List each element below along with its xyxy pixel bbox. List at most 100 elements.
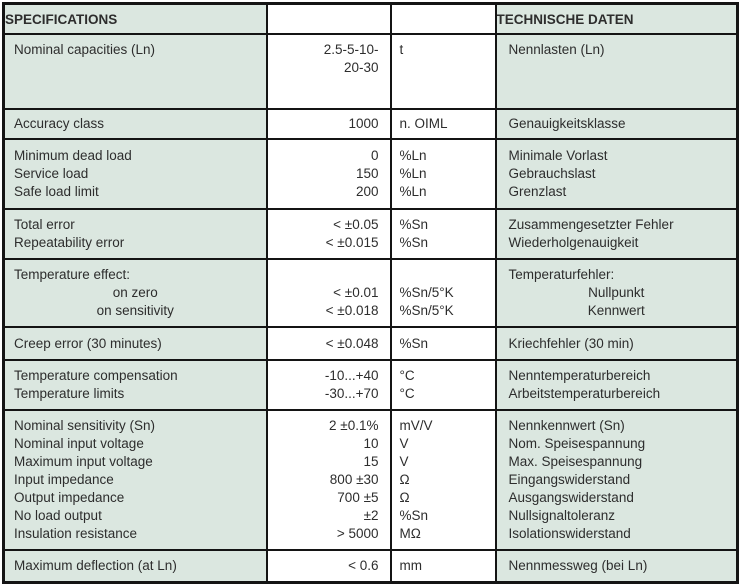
spec-label-cell-line: Maximum deflection (at Ln)	[14, 558, 177, 573]
unit-cell-line: %Ln	[399, 184, 427, 199]
spec-label-cell-line: Temperature limits	[14, 386, 125, 401]
spec-label-cell: Temperature effect: on zero on sensitivity	[2, 258, 268, 328]
value-cell: < ±0.01 < ±0.018	[265, 258, 392, 328]
spec-label-cell-line	[6, 59, 265, 77]
german-label-cell: Nennlasten (Ln)	[494, 33, 739, 110]
value-cell-line: < ±0.015	[325, 235, 379, 250]
value-cell-line: < ±0.05	[333, 217, 379, 232]
spec-label-cell-line: Creep error (30 minutes)	[14, 335, 162, 351]
value-cell: -10...+40 -30...+70	[265, 359, 392, 411]
spec-label-cell-line: No load output	[14, 508, 102, 523]
unit-cell-line: %Ln	[399, 166, 427, 181]
header-specifications: SPECIFICATIONS	[2, 2, 268, 35]
value-cell-line: ±2	[363, 508, 379, 523]
unit-cell-line: %Sn	[399, 235, 429, 250]
german-label-cell-line: Zusammengesetzter Fehler	[508, 217, 674, 232]
spec-label-cell-line: Nominal input voltage	[14, 436, 144, 451]
value-cell-line: 800 ±30	[329, 472, 379, 487]
spec-label-cell-line: Input impedance	[14, 472, 114, 487]
unit-cell-line: %Sn/5°K	[399, 303, 454, 318]
unit-cell-line: %Sn	[399, 217, 429, 232]
german-label-cell-line: Nenntemperaturbereich	[508, 368, 651, 383]
unit-cell-line: %Sn	[399, 508, 429, 523]
value-cell-line: 200	[355, 184, 379, 199]
spec-label-cell-line: Temperature compensation	[14, 368, 178, 383]
unit-cell-line: %Sn	[399, 335, 429, 351]
spec-row-4: Temperature effect: on zero on sensitivity…	[2, 258, 739, 328]
unit-cell: %Ln %Ln %Ln	[389, 138, 497, 210]
unit-cell-line: °C	[399, 368, 415, 383]
value-cell-line: 700 ±5	[337, 490, 379, 505]
value-cell-line: > 5000	[336, 526, 379, 541]
unit-cell-line: %Sn/5°K	[399, 285, 454, 300]
unit-cell-line: Ω	[399, 472, 410, 487]
unit-cell-line: V	[399, 454, 409, 469]
german-label-cell-line: Arbeitstemperaturbereich	[508, 386, 661, 401]
unit-cell-line: t	[399, 42, 404, 57]
german-label-cell-line: Gebrauchslast	[508, 166, 596, 181]
value-cell-line: < ±0.018	[325, 303, 379, 318]
unit-cell-line: MΩ	[399, 526, 421, 541]
value-cell: 2 ±0.1% 10 15 800 ±30 700 ±5 ±2 > 5000	[265, 409, 392, 551]
unit-cell-line: V	[399, 436, 409, 451]
value-cell: < ±0.05 < ±0.015	[265, 208, 392, 260]
unit-cell: %Sn %Sn	[389, 208, 497, 260]
spec-label-cell-line: Total error	[14, 217, 75, 232]
value-cell-line: 10	[363, 436, 379, 451]
value-cell-line: 150	[355, 166, 379, 181]
german-label-cell-line: Nullsignaltoleranz	[508, 508, 616, 523]
spec-label-cell: Temperature compensation Temperature limi…	[2, 359, 268, 411]
german-label-cell: Temperaturfehler: Nullpunkt Kennwert	[494, 258, 739, 328]
value-cell-line: 15	[363, 454, 379, 469]
unit-cell: mm	[389, 549, 497, 584]
value-cell: 2.5-5-10- 20-30	[265, 33, 392, 110]
spec-row-1: Accuracy class 1000 n. OIML Genauigkeitskla…	[2, 108, 739, 140]
value-cell-line: < ±0.01	[333, 285, 379, 300]
german-label-cell-line: Nennlasten (Ln)	[508, 42, 605, 57]
german-label-cell-line: Isolationswiderstand	[508, 526, 631, 541]
unit-cell: t	[389, 33, 497, 110]
unit-cell-line: °C	[399, 386, 415, 401]
unit-cell-line	[393, 59, 494, 77]
value-cell-line: -10...+40	[324, 368, 379, 383]
spec-label-cell: Nominal capacities (Ln)	[2, 33, 268, 110]
german-label-cell: Nenntemperaturbereich Arbeitstemperaturbe…	[494, 359, 739, 411]
german-label-cell: Nennkennwert (Sn) Nom. Speisespannung Max.…	[494, 409, 739, 551]
spec-label-cell-line: on zero	[112, 285, 158, 300]
unit-cell: %Sn/5°K %Sn/5°K	[389, 258, 497, 328]
value-cell-line: < ±0.048	[325, 335, 379, 351]
german-label-cell-line: Kriechfehler (30 min)	[508, 335, 634, 351]
unit-cell: n. OIML	[389, 108, 497, 140]
value-cell-line	[269, 266, 389, 284]
spec-label-cell-line: Maximum input voltage	[14, 454, 153, 469]
spec-row-3: Total error Repeatability error < ±0.05 < ±…	[2, 208, 739, 260]
spec-label-cell-line: Nominal sensitivity (Sn)	[14, 418, 156, 433]
spec-label-cell: Minimum dead load Service load Safe load l…	[2, 138, 268, 210]
spec-row-6: Temperature compensation Temperature limi…	[2, 359, 739, 411]
unit-cell-line: n. OIML	[399, 116, 448, 131]
spec-row-7: Nominal sensitivity (Sn) Nominal input vo…	[2, 409, 739, 551]
value-cell: < ±0.048	[265, 326, 392, 361]
spec-label-cell-line: Output impedance	[14, 490, 125, 505]
spec-label-cell: Total error Repeatability error	[2, 208, 268, 260]
unit-cell: °C °C	[389, 359, 497, 411]
spec-label-cell: Maximum deflection (at Ln)	[2, 549, 268, 584]
spec-row-2: Minimum dead load Service load Safe load l…	[2, 138, 739, 210]
value-cell: 1000	[265, 108, 392, 140]
unit-cell-line: %Ln	[399, 148, 427, 163]
spec-label-cell-line: on sensitivity	[96, 303, 174, 318]
german-label-cell-line: Genauigkeitsklasse	[508, 116, 626, 131]
spec-label-cell: Creep error (30 minutes)	[2, 326, 268, 361]
german-label-cell: Kriechfehler (30 min)	[494, 326, 739, 361]
german-label-cell: Nennmessweg (bei Ln)	[494, 549, 739, 584]
german-label-cell: Genauigkeitsklasse	[494, 108, 739, 140]
spec-label-cell: Nominal sensitivity (Sn) Nominal input vo…	[2, 409, 268, 551]
german-label-cell-line: Nennmessweg (bei Ln)	[508, 558, 648, 573]
header-technische-daten: TECHNISCHE DATEN	[494, 2, 739, 35]
value-cell: < 0.6	[265, 549, 392, 584]
german-label-cell-line: Grenzlast	[508, 184, 567, 199]
spec-label-cell-line: Insulation resistance	[14, 526, 138, 541]
german-label-cell: Minimale Vorlast Gebrauchslast Grenzlast	[494, 138, 739, 210]
german-label-cell-line: Wiederholgenauigkeit	[508, 235, 639, 250]
